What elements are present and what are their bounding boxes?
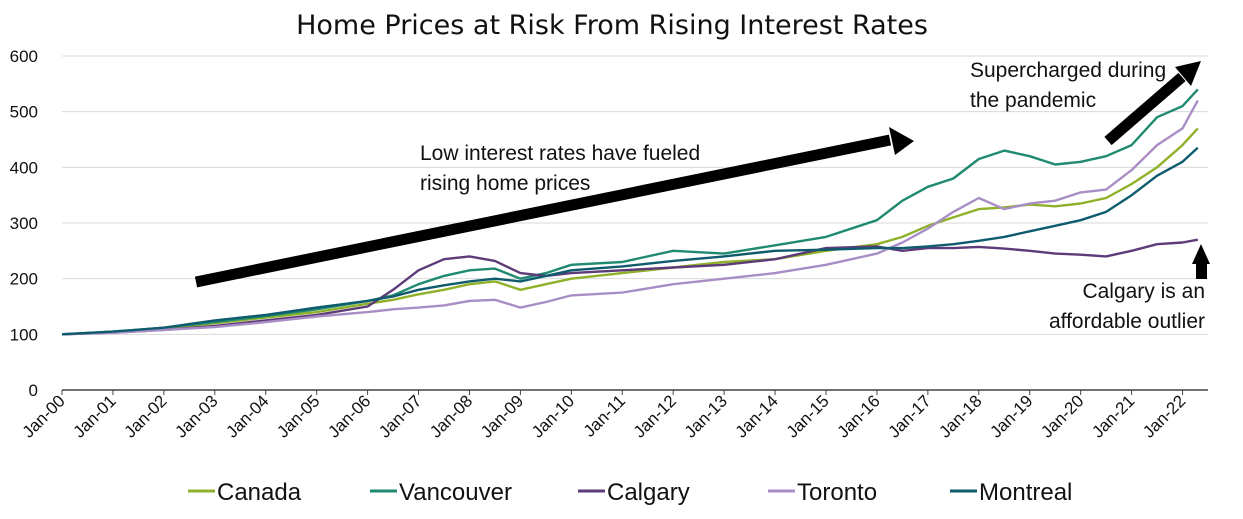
legend-item-montreal: Montreal — [950, 479, 1072, 506]
legend: Canada Vancouver Calgary Toronto Montreal — [188, 479, 1072, 506]
x-tick-label: Jan-18 — [935, 391, 985, 441]
x-tick-label: Jan-21 — [1088, 391, 1138, 441]
x-tick-label: Jan-01 — [70, 391, 120, 441]
x-tick-label: Jan-20 — [1037, 391, 1087, 441]
x-tick-label: Jan-11 — [580, 391, 629, 440]
legend-item-toronto: Toronto — [768, 479, 877, 506]
legend-item-calgary: Calgary — [578, 479, 690, 506]
x-tick-label: Jan-16 — [834, 391, 884, 441]
x-tick-label: Jan-10 — [528, 391, 578, 441]
y-tick-label: 400 — [10, 158, 38, 177]
y-tick-label: 600 — [10, 47, 38, 66]
legend-label: Calgary — [607, 479, 690, 506]
y-tick-label: 100 — [10, 325, 38, 344]
x-axis: Jan-00 Jan-01 Jan-02 Jan-03 Jan-04 Jan-05 Jan-… — [19, 390, 1189, 442]
legend-item-vancouver: Vancouver — [370, 479, 512, 506]
x-tick-label: Jan-00 — [19, 391, 69, 441]
series-line-toronto — [61, 99, 1199, 336]
y-tick-label: 300 — [10, 214, 38, 233]
x-tick-label: Jan-19 — [986, 391, 1036, 441]
x-tick-label: Jan-14 — [732, 391, 782, 441]
annotation-low-rates-line1: Low interest rates have fueled — [420, 142, 700, 165]
legend-label: Canada — [217, 479, 302, 506]
x-tick-label: Jan-09 — [477, 391, 527, 441]
annotation-calgary-line1: Calgary is an — [1082, 280, 1205, 303]
x-tick-label: Jan-02 — [121, 391, 171, 441]
series-lines — [61, 88, 1199, 336]
x-tick-label: Jan-06 — [324, 391, 374, 441]
x-tick-label: Jan-17 — [885, 391, 935, 441]
x-tick-label: Jan-04 — [222, 391, 272, 441]
y-tick-label: 200 — [10, 270, 38, 289]
arrow-calgary — [1192, 244, 1210, 279]
annotation-calgary-line2: affordable outlier — [1049, 310, 1205, 333]
series-line-montreal — [61, 146, 1199, 336]
legend-label: Toronto — [797, 479, 877, 506]
arrow-low-rates — [194, 127, 914, 288]
series-line-canada — [61, 127, 1199, 336]
x-tick-label: Jan-05 — [273, 391, 323, 441]
x-tick-label: Jan-08 — [426, 391, 476, 441]
x-tick-label: Jan-22 — [1139, 391, 1189, 441]
x-tick-label: Jan-13 — [681, 391, 731, 441]
x-tick-label: Jan-15 — [783, 391, 833, 441]
y-tick-label: 0 — [29, 381, 38, 400]
y-axis: 0 100 200 300 400 500 600 — [10, 47, 38, 400]
annotation-low-rates-line2: rising home prices — [420, 172, 590, 195]
series-line-vancouver — [61, 88, 1199, 336]
legend-label: Vancouver — [399, 479, 512, 506]
x-tick-label: Jan-07 — [375, 391, 425, 441]
chart-title: Home Prices at Risk From Rising Interest… — [296, 10, 928, 41]
series-line-calgary — [61, 238, 1199, 336]
x-tick-label: Jan-12 — [630, 391, 680, 441]
gridlines — [62, 55, 1208, 391]
annotation-pandemic-line2: the pandemic — [970, 89, 1096, 112]
annotation-pandemic-line1: Supercharged during — [970, 59, 1166, 82]
x-tick-label: Jan-03 — [171, 391, 221, 441]
legend-label: Montreal — [979, 479, 1072, 506]
legend-item-canada: Canada — [188, 479, 302, 506]
y-tick-label: 500 — [10, 103, 38, 122]
arrow-pandemic — [1104, 61, 1201, 146]
